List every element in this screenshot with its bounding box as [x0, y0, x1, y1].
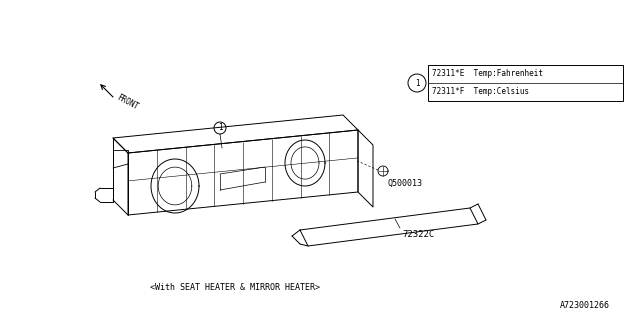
Text: <With SEAT HEATER & MIRROR HEATER>: <With SEAT HEATER & MIRROR HEATER> [150, 284, 320, 292]
Text: 1: 1 [218, 124, 222, 132]
Text: Q500013: Q500013 [388, 179, 423, 188]
Text: 72311*E  Temp:Fahrenheit: 72311*E Temp:Fahrenheit [432, 69, 543, 78]
Text: 72311*F  Temp:Celsius: 72311*F Temp:Celsius [432, 87, 529, 97]
Text: 72322C: 72322C [402, 230, 435, 239]
Text: A723001266: A723001266 [560, 301, 610, 310]
Bar [428, 65, 623, 101]
Text: FRONT: FRONT [116, 92, 140, 111]
Text: 1: 1 [415, 78, 419, 87]
